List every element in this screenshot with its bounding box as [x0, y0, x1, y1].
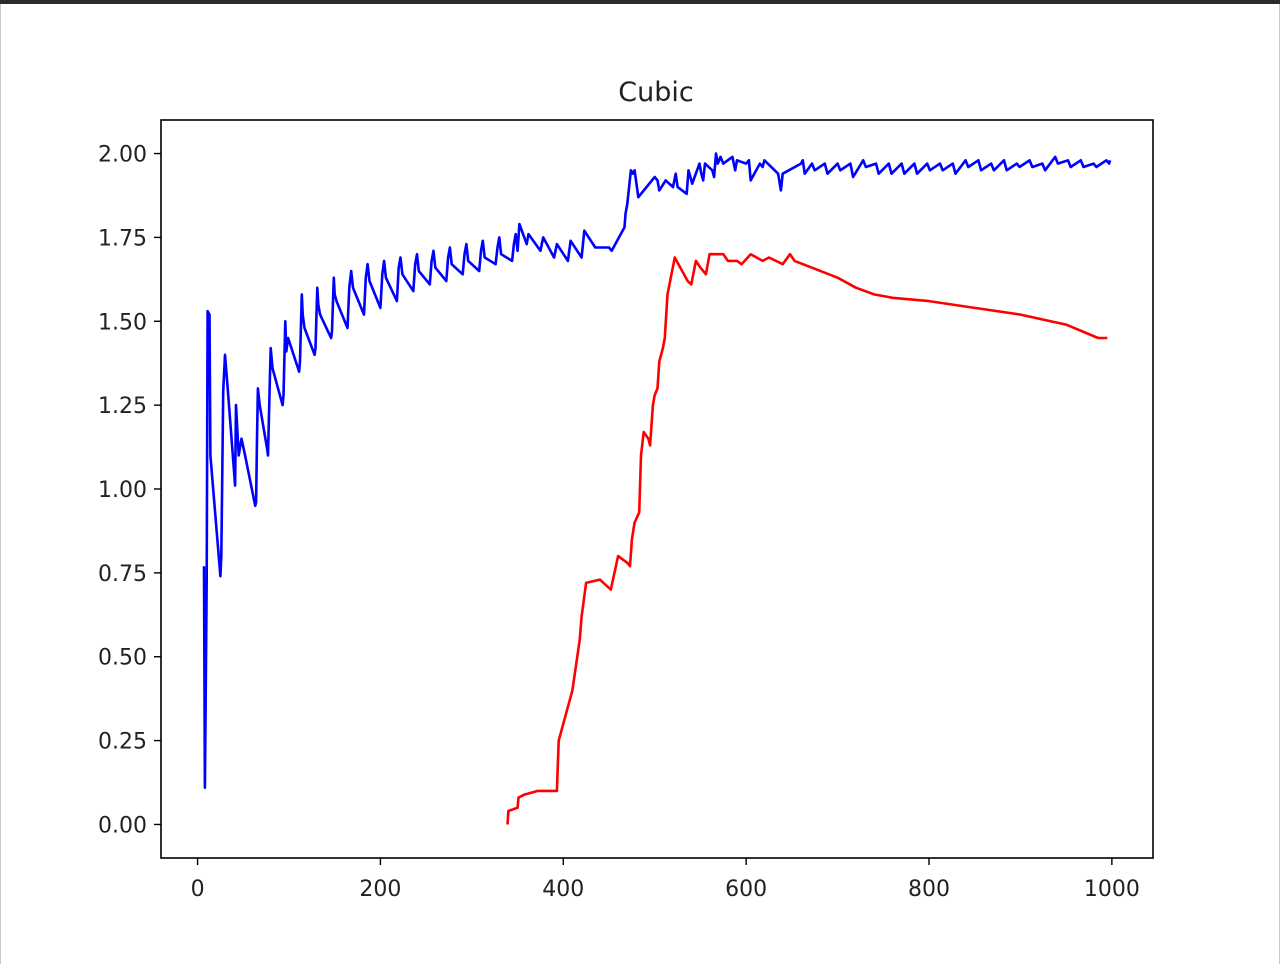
y-tick-label: 1.50 — [98, 310, 147, 335]
series-line-2 — [506, 252, 1108, 825]
series-layer — [202, 152, 1112, 825]
y-tick-label: 0.50 — [98, 646, 147, 671]
plot-area-frame — [160, 119, 1154, 859]
y-axis: 0.00 0.25 0.50 0.75 1.00 1.25 1.50 1.75 2.00 — [98, 143, 161, 838]
window-top-bar — [0, 0, 1280, 4]
y-tick-label: 1.75 — [98, 226, 147, 251]
x-tick-label: 400 — [542, 877, 584, 902]
x-axis: 0 200 400 600 800 1000 — [191, 858, 1140, 902]
x-tick-label: 0 — [191, 877, 205, 902]
x-tick-label: 600 — [725, 877, 767, 902]
series-line-1 — [202, 152, 1112, 789]
y-tick-label: 2.00 — [98, 143, 147, 168]
x-tick-label: 200 — [359, 877, 401, 902]
y-tick-label: 0.00 — [98, 813, 147, 838]
y-tick-label: 1.25 — [98, 394, 147, 419]
y-tick-label: 1.00 — [98, 478, 147, 503]
x-tick-label: 1000 — [1084, 877, 1140, 902]
chart-title: Cubic — [618, 77, 693, 108]
x-tick-label: 800 — [908, 877, 950, 902]
y-tick-label: 0.25 — [98, 730, 147, 755]
y-tick-label: 0.75 — [98, 562, 147, 587]
window-left-border — [0, 4, 1, 964]
